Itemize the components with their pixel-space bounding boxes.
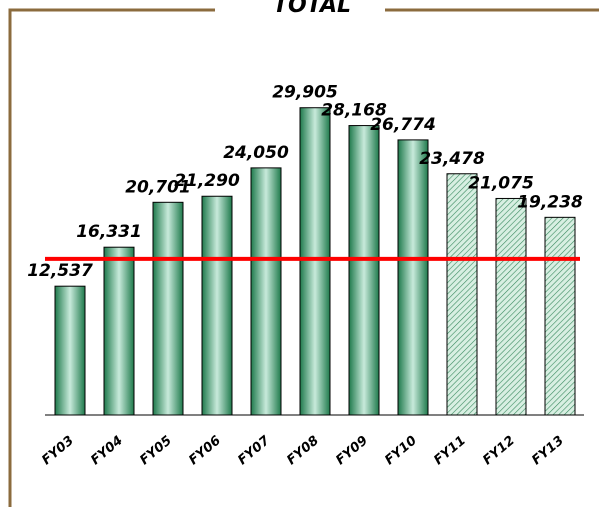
data-label: 23,478 [419,149,485,169]
chart-title: TOTAL [273,0,351,18]
bar [250,167,282,416]
x-tick-label: FY13 [529,433,567,468]
bar [54,285,86,416]
data-label: 26,774 [370,115,436,135]
x-tick-label: FY11 [431,433,469,468]
x-tick-label: FY08 [284,433,322,468]
bar [201,195,233,416]
x-tick-label: FY12 [480,433,518,468]
bar [299,107,331,416]
data-label: 24,050 [223,143,289,163]
frame [8,8,599,507]
bar [397,139,429,416]
data-label: 21,075 [468,173,534,193]
data-label: 12,537 [27,261,93,281]
bar [544,216,576,416]
x-tick-label: FY10 [382,433,420,468]
bar [348,125,380,416]
data-label: 28,168 [321,101,387,121]
x-tick-label: FY03 [39,433,77,468]
bar [446,173,478,416]
x-tick-label: FY09 [333,433,371,468]
x-tick-label: FY05 [137,433,175,468]
x-tick-label: FY04 [88,433,126,468]
bar [152,201,184,416]
data-label: 21,290 [174,171,240,191]
bar [103,246,135,416]
data-label: 19,238 [517,192,583,212]
data-label: 16,331 [76,222,142,242]
data-label: 29,905 [272,83,338,103]
x-tick-label: FY06 [186,433,224,468]
bar [495,197,527,416]
x-tick-label: FY07 [235,433,273,468]
data-label: 20,701 [125,177,191,197]
